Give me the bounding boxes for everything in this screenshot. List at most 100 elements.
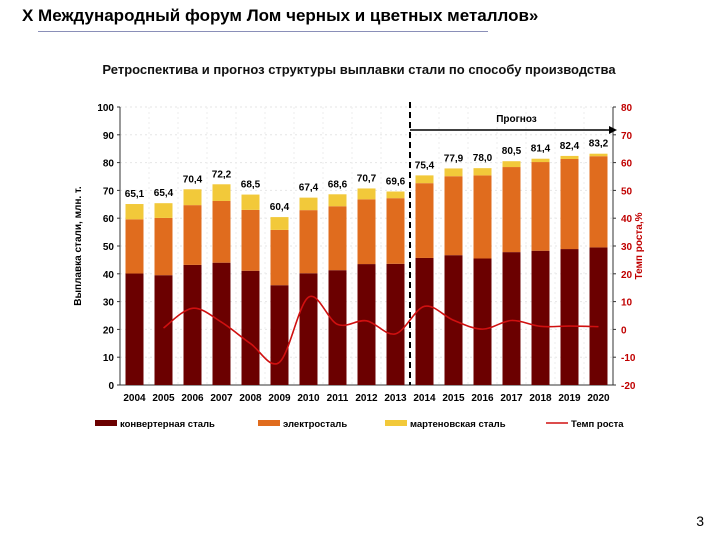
y2-tick-label: 40 xyxy=(621,214,633,225)
data-label: 65,1 xyxy=(125,189,145,200)
legend-label: мартеновская сталь xyxy=(410,419,506,430)
bar-мартеновская-сталь xyxy=(589,153,608,157)
x-tick-label: 2019 xyxy=(558,393,581,404)
x-tick-label: 2011 xyxy=(327,393,349,404)
bar-электросталь xyxy=(328,206,347,271)
data-label: 83,2 xyxy=(589,139,609,150)
x-tick-label: 2014 xyxy=(413,393,436,404)
bar-конвертерная-сталь xyxy=(241,270,260,385)
bar-мартеновская-сталь xyxy=(357,188,376,200)
data-label: 72,2 xyxy=(212,169,232,180)
bar-мартеновская-сталь xyxy=(328,194,347,207)
x-tick-label: 2005 xyxy=(152,393,175,404)
bar-электросталь xyxy=(560,158,579,250)
y2-tick-label: 10 xyxy=(621,298,633,309)
y2-axis-label: Темп роста,% xyxy=(634,212,645,279)
y2-tick-label: 0 xyxy=(621,325,627,336)
bar-конвертерная-сталь xyxy=(560,249,579,385)
y-tick-label: 0 xyxy=(108,381,114,392)
x-tick-label: 2012 xyxy=(355,393,378,404)
bar-конвертерная-сталь xyxy=(502,252,521,385)
bar-электросталь xyxy=(589,156,608,248)
x-tick-label: 2009 xyxy=(268,393,291,404)
y2-tick-label: -20 xyxy=(621,381,636,392)
bar-электросталь xyxy=(473,175,492,259)
data-label: 69,6 xyxy=(386,177,406,188)
bar-конвертерная-сталь xyxy=(154,275,173,385)
bar-конвертерная-сталь xyxy=(531,250,550,385)
x-tick-label: 2020 xyxy=(587,393,610,404)
y-tick-label: 70 xyxy=(103,186,115,197)
header-divider xyxy=(38,31,488,32)
bar-конвертерная-сталь xyxy=(212,262,231,385)
page-number: 3 xyxy=(696,513,704,529)
bar-электросталь xyxy=(502,167,521,253)
y2-tick-label: 30 xyxy=(621,242,633,253)
legend-label: конвертерная сталь xyxy=(120,419,215,430)
bar-мартеновская-сталь xyxy=(502,161,521,168)
legend-swatch xyxy=(385,420,407,426)
bar-электросталь xyxy=(183,205,202,265)
bar-конвертерная-сталь xyxy=(183,264,202,385)
x-tick-label: 2007 xyxy=(210,393,233,404)
bar-электросталь xyxy=(357,199,376,265)
x-tick-label: 2008 xyxy=(239,393,262,404)
x-tick-label: 2004 xyxy=(123,393,146,404)
data-label: 68,6 xyxy=(328,179,348,190)
chart-title: Ретроспектива и прогноз структуры выплав… xyxy=(102,62,616,77)
x-tick-label: 2010 xyxy=(297,393,320,404)
growth-rate-line xyxy=(163,295,599,365)
y-tick-label: 40 xyxy=(103,270,115,281)
bar-конвертерная-сталь xyxy=(270,285,289,385)
bar-мартеновская-сталь xyxy=(299,197,318,211)
bar-мартеновская-сталь xyxy=(444,168,463,177)
bar-электросталь xyxy=(299,210,318,274)
y2-tick-label: 50 xyxy=(621,186,633,197)
bar-конвертерная-сталь xyxy=(473,258,492,385)
data-label: 70,7 xyxy=(357,173,377,184)
bar-электросталь xyxy=(125,219,144,274)
x-tick-label: 2017 xyxy=(500,393,523,404)
data-label: 68,5 xyxy=(241,180,261,191)
bar-конвертерная-сталь xyxy=(328,270,347,385)
legend-swatch xyxy=(95,420,117,426)
y-tick-label: 10 xyxy=(103,353,115,364)
data-label: 77,9 xyxy=(444,153,464,164)
bar-мартеновская-сталь xyxy=(415,175,434,184)
bar-мартеновская-сталь xyxy=(386,191,405,199)
y2-tick-label: 80 xyxy=(621,103,633,114)
steel-chart: 0 10 20 30 40 50 60 70 80 90 100 -20 -10 0 10 20 30 40 50 6… xyxy=(73,102,645,430)
bar-электросталь xyxy=(241,209,260,271)
bar-мартеновская-сталь xyxy=(270,217,289,230)
bar-электросталь xyxy=(415,183,434,258)
slide-header: X Международный форум Лом черных и цветн… xyxy=(22,6,539,25)
y2-tick-label: 70 xyxy=(621,131,633,142)
y-tick-label: 90 xyxy=(103,131,115,142)
data-label: 70,4 xyxy=(183,174,203,185)
legend-label: Темп роста xyxy=(571,419,624,430)
bar-конвертерная-сталь xyxy=(589,247,608,385)
bar-электросталь xyxy=(386,198,405,264)
bar-электросталь xyxy=(154,217,173,276)
y-tick-label: 60 xyxy=(103,214,115,225)
x-tick-label: 2006 xyxy=(181,393,204,404)
data-label: 60,4 xyxy=(270,202,290,213)
bar-электросталь xyxy=(531,162,550,251)
x-tick-label: 2015 xyxy=(442,393,465,404)
bar-мартеновская-сталь xyxy=(154,203,173,218)
bar-электросталь xyxy=(212,200,231,263)
y2-tick-label: 60 xyxy=(621,159,633,170)
y2-tick-label: -10 xyxy=(621,353,636,364)
data-label: 78,0 xyxy=(473,153,493,164)
x-tick-label: 2018 xyxy=(529,393,552,404)
y2-tick-label: 20 xyxy=(621,270,633,281)
arrow-head-icon xyxy=(609,126,617,134)
bar-конвертерная-сталь xyxy=(299,273,318,385)
bar-мартеновская-сталь xyxy=(183,189,202,206)
bar-конвертерная-сталь xyxy=(386,263,405,385)
legend-label: электросталь xyxy=(283,419,347,430)
x-tick-label: 2016 xyxy=(471,393,494,404)
bar-электросталь xyxy=(270,229,289,286)
bar-конвертерная-сталь xyxy=(415,257,434,385)
